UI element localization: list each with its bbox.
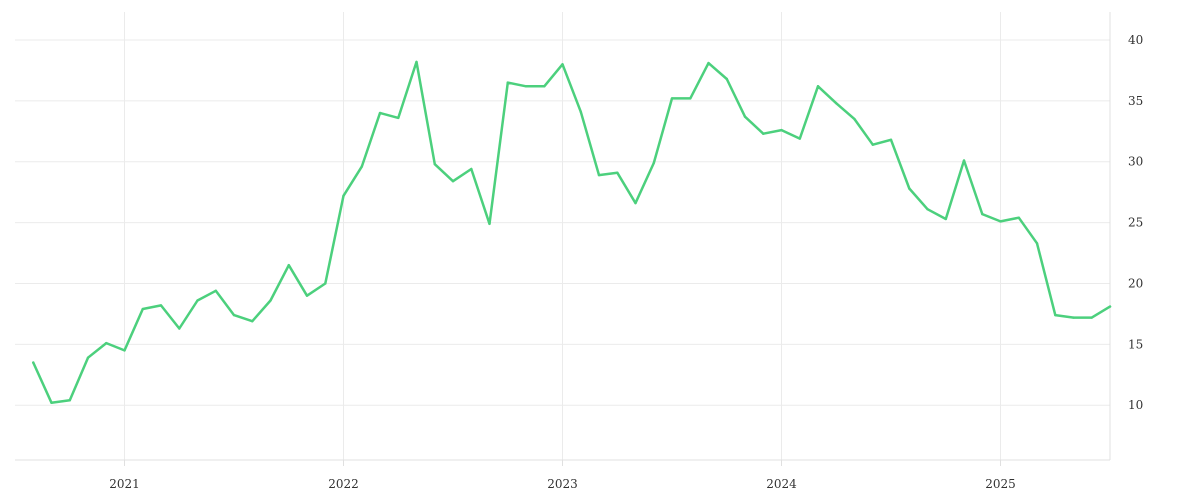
data-point: [670, 97, 674, 100]
data-point: [305, 294, 309, 297]
data-point: [634, 201, 637, 205]
data-point: [743, 115, 747, 118]
data-point: [159, 304, 163, 307]
data-point: [324, 282, 327, 285]
data-point: [105, 341, 108, 345]
x-tick-label: 2021: [109, 477, 140, 491]
series-line: [32, 60, 1112, 405]
data-point: [32, 361, 35, 364]
data-point: [68, 399, 71, 402]
data-point: [50, 401, 53, 404]
data-point: [798, 137, 801, 140]
data-point: [470, 167, 473, 171]
data-point: [178, 327, 181, 330]
data-point: [1035, 242, 1039, 245]
data-point: [616, 171, 619, 174]
data-point: [597, 173, 601, 177]
y-tick-label: 40: [1128, 33, 1143, 47]
data-point: [397, 116, 400, 120]
data-point: [981, 212, 984, 216]
x-tick-label: 2025: [985, 477, 1016, 491]
data-point: [378, 111, 382, 115]
data-point: [141, 307, 144, 311]
data-point: [360, 165, 363, 168]
y-tick-label: 35: [1128, 94, 1143, 108]
data-point: [123, 349, 126, 352]
data-point: [433, 162, 436, 166]
x-tick-label: 2022: [328, 477, 359, 491]
y-tick-label: 15: [1128, 337, 1143, 351]
data-point: [780, 128, 783, 132]
data-point: [1072, 316, 1075, 319]
data-point: [287, 264, 290, 267]
data-point: [999, 220, 1002, 223]
data-point: [488, 222, 491, 226]
y-tick-label: 10: [1128, 398, 1143, 412]
data-point: [342, 194, 345, 198]
data-point: [506, 81, 509, 84]
data-point: [451, 180, 455, 183]
data-point: [214, 289, 217, 292]
data-point: [926, 208, 929, 211]
data-point: [561, 63, 564, 66]
data-point: [1108, 305, 1112, 308]
data-point: [269, 299, 272, 302]
data-point: [853, 117, 856, 121]
data-point: [543, 85, 546, 88]
y-tick-label: 25: [1128, 216, 1143, 230]
data-point: [835, 102, 838, 105]
data-point: [962, 159, 966, 162]
data-point: [725, 77, 728, 81]
data-point: [816, 85, 820, 88]
data-point: [1090, 316, 1093, 319]
data-point: [196, 299, 199, 302]
data-point: [86, 356, 90, 359]
data-point: [251, 320, 254, 323]
data-point: [1054, 313, 1057, 317]
data-point: [232, 313, 236, 317]
data-point: [579, 110, 582, 114]
y-tick-label: 20: [1128, 276, 1143, 290]
data-point: [689, 97, 692, 100]
data-point: [524, 85, 528, 88]
data-point: [415, 60, 418, 64]
data-point: [871, 143, 874, 146]
data-point: [1017, 216, 1020, 219]
data-points: [32, 60, 1112, 404]
data-point: [889, 138, 893, 142]
x-tick-label: 2023: [547, 477, 578, 491]
data-point: [944, 217, 947, 221]
y-tick-label: 30: [1128, 155, 1143, 169]
data-point: [908, 187, 911, 190]
data-point: [652, 161, 655, 165]
x-tick-label: 2024: [766, 477, 797, 491]
data-point: [762, 132, 765, 135]
data-point: [707, 61, 710, 65]
